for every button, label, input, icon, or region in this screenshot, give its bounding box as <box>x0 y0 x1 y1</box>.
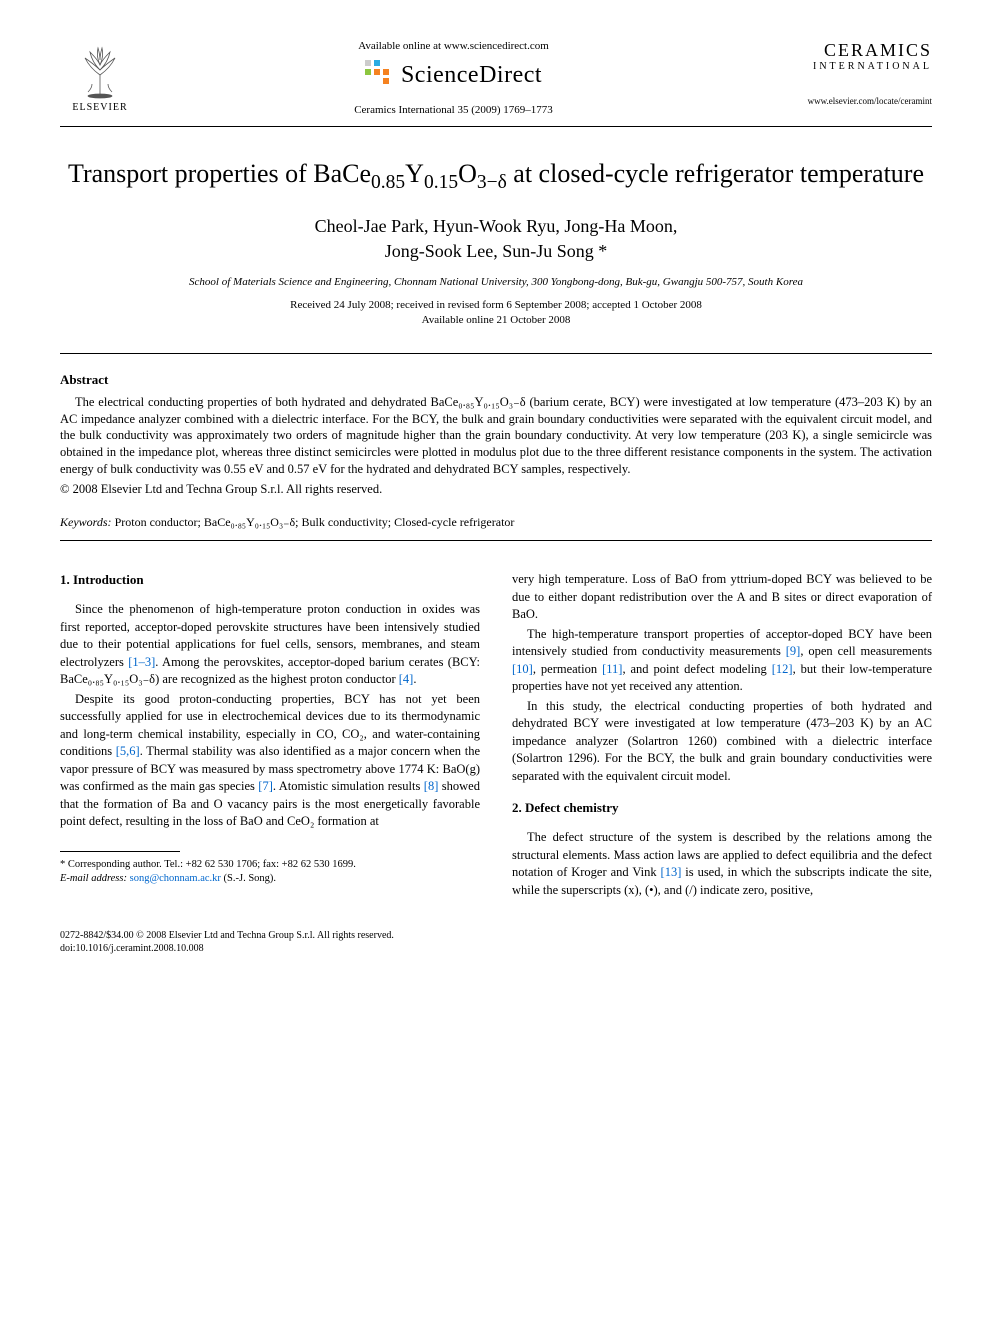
authors-line-1: Cheol-Jae Park, Hyun-Wook Ryu, Jong-Ha M… <box>315 216 678 236</box>
intro-paragraph-2: Despite its good proton-conducting prope… <box>60 691 480 831</box>
reference-link[interactable]: [5,6] <box>116 744 140 758</box>
title-sub2: 0.15 <box>424 172 458 193</box>
elsevier-label: ELSEVIER <box>72 102 127 113</box>
keywords: Keywords: Proton conductor; BaCe₀.₈₅Y₀.₁… <box>60 515 932 530</box>
section-heading-defect-chemistry: 2. Defect chemistry <box>512 799 932 817</box>
abstract-top-rule <box>60 353 932 354</box>
reference-link[interactable]: [9] <box>786 644 801 658</box>
column-right: very high temperature. Loss of BaO from … <box>512 571 932 901</box>
footnote-separator <box>60 851 180 852</box>
elsevier-tree-icon <box>70 40 130 100</box>
authors: Cheol-Jae Park, Hyun-Wook Ryu, Jong-Ha M… <box>60 214 932 264</box>
dates-line-2: Available online 21 October 2008 <box>422 314 571 326</box>
article-dates: Received 24 July 2008; received in revis… <box>60 298 932 329</box>
affiliation: School of Materials Science and Engineer… <box>60 276 932 288</box>
reference-link[interactable]: [11] <box>602 662 622 676</box>
abstract-copyright: © 2008 Elsevier Ltd and Techna Group S.r… <box>60 482 932 497</box>
authors-line-2: Jong-Sook Lee, Sun-Ju Song * <box>385 241 608 261</box>
keywords-text: Proton conductor; BaCe₀.₈₅Y₀.₁₅O₃₋δ; Bul… <box>112 515 515 529</box>
intro-paragraph-1: Since the phenomenon of high-temperature… <box>60 601 480 689</box>
page-header: ELSEVIER Available online at www.science… <box>60 40 932 116</box>
page-footer: 0272-8842/$34.00 © 2008 Elsevier Ltd and… <box>60 929 932 955</box>
keywords-label: Keywords: <box>60 515 112 529</box>
available-online-text: Available online at www.sciencedirect.co… <box>140 40 767 52</box>
reference-link[interactable]: [12] <box>772 662 793 676</box>
reference-link[interactable]: [7] <box>258 779 273 793</box>
text-run: . <box>413 672 416 686</box>
title-mid1: Y <box>405 159 424 188</box>
header-rule <box>60 126 932 127</box>
title-sub1: 0.85 <box>371 172 405 193</box>
defect-paragraph-1: The defect structure of the system is de… <box>512 829 932 899</box>
footnote-corr: * Corresponding author. Tel.: +82 62 530… <box>60 858 480 873</box>
abstract-label: Abstract <box>60 372 932 388</box>
title-mid2: O <box>458 159 477 188</box>
title-text-post: at closed-cycle refrigerator temperature <box>507 159 924 188</box>
col2-paragraph-3: In this study, the electrical conducting… <box>512 698 932 786</box>
reference-link[interactable]: [10] <box>512 662 533 676</box>
text-run: . Atomistic simulation results <box>273 779 424 793</box>
dates-line-1: Received 24 July 2008; received in revis… <box>290 299 702 311</box>
footnote-email-who: (S.-J. Song). <box>224 873 277 884</box>
footer-copyright: 0272-8842/$34.00 © 2008 Elsevier Ltd and… <box>60 929 932 942</box>
sciencedirect-dots-icon <box>365 60 395 90</box>
footnote-email-label: E-mail address: <box>60 873 127 884</box>
footnote-email-line: E-mail address: song@chonnam.ac.kr (S.-J… <box>60 872 480 887</box>
col2-continuation: very high temperature. Loss of BaO from … <box>512 571 932 624</box>
header-center: Available online at www.sciencedirect.co… <box>140 40 767 116</box>
text-run: , permeation <box>533 662 602 676</box>
reference-link[interactable]: [1–3] <box>128 655 155 669</box>
journal-url: www.elsevier.com/locate/ceramint <box>767 96 932 106</box>
col2-paragraph-2: The high-temperature transport propertie… <box>512 626 932 696</box>
abstract-bottom-rule <box>60 540 932 541</box>
journal-brand-block: CERAMICS INTERNATIONAL www.elsevier.com/… <box>767 40 932 106</box>
text-run: , open cell measurements <box>800 644 932 658</box>
title-text-pre: Transport properties of BaCe <box>68 159 371 188</box>
abstract-text: The electrical conducting properties of … <box>60 394 932 478</box>
text-run: , and point defect modeling <box>622 662 771 676</box>
abstract-block: Abstract The electrical conducting prope… <box>60 372 932 497</box>
sciencedirect-wordmark: ScienceDirect <box>401 62 542 89</box>
email-link[interactable]: song@chonnam.ac.kr <box>130 873 221 884</box>
reference-link[interactable]: [4] <box>399 672 414 686</box>
journal-subtitle: INTERNATIONAL <box>767 61 932 72</box>
elsevier-logo-block: ELSEVIER <box>60 40 140 113</box>
body-columns: 1. Introduction Since the phenomenon of … <box>60 571 932 901</box>
sciencedirect-logo: ScienceDirect <box>140 60 767 90</box>
corresponding-author-footnote: * Corresponding author. Tel.: +82 62 530… <box>60 858 480 887</box>
reference-link[interactable]: [13] <box>661 865 682 879</box>
journal-reference: Ceramics International 35 (2009) 1769–17… <box>140 104 767 116</box>
title-sub3: 3−δ <box>477 172 507 193</box>
journal-title: CERAMICS <box>767 40 932 61</box>
reference-link[interactable]: [8] <box>424 779 439 793</box>
footer-doi: doi:10.1016/j.ceramint.2008.10.008 <box>60 942 932 955</box>
section-heading-introduction: 1. Introduction <box>60 571 480 589</box>
column-left: 1. Introduction Since the phenomenon of … <box>60 571 480 901</box>
article-title: Transport properties of BaCe0.85Y0.15O3−… <box>60 157 932 196</box>
